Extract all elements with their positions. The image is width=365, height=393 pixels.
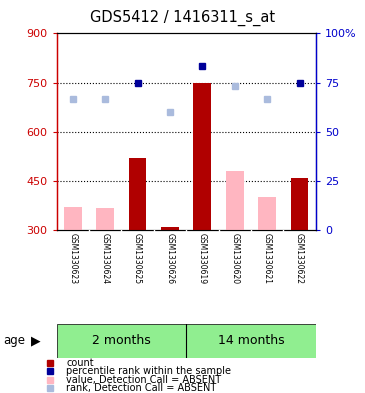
Text: GSM1330621: GSM1330621 (263, 233, 272, 284)
Bar (226, 171, 244, 230)
Bar (64, 207, 82, 230)
Text: GSM1330620: GSM1330620 (230, 233, 239, 284)
Text: 2 months: 2 months (92, 334, 151, 347)
Text: GSM1330625: GSM1330625 (133, 233, 142, 284)
Bar (193, 83, 211, 230)
Bar (258, 197, 276, 230)
Text: GSM1330624: GSM1330624 (101, 233, 110, 284)
Text: GSM1330623: GSM1330623 (68, 233, 77, 284)
Bar (57, 324, 186, 358)
Text: GSM1330619: GSM1330619 (198, 233, 207, 284)
Text: GDS5412 / 1416311_s_at: GDS5412 / 1416311_s_at (90, 9, 275, 26)
Bar (186, 324, 316, 358)
Text: rank, Detection Call = ABSENT: rank, Detection Call = ABSENT (66, 383, 216, 393)
Text: age: age (4, 334, 26, 347)
Text: value, Detection Call = ABSENT: value, Detection Call = ABSENT (66, 375, 222, 385)
Text: GSM1330626: GSM1330626 (165, 233, 174, 284)
Text: percentile rank within the sample: percentile rank within the sample (66, 366, 231, 376)
Text: GSM1330622: GSM1330622 (295, 233, 304, 284)
Text: ▶: ▶ (31, 334, 41, 347)
Bar (128, 158, 146, 230)
Bar (96, 208, 114, 230)
Text: count: count (66, 358, 94, 368)
Text: 14 months: 14 months (218, 334, 284, 347)
Bar (291, 178, 308, 230)
Bar (161, 227, 179, 230)
